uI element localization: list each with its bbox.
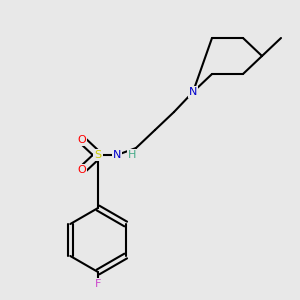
Text: S: S	[94, 150, 102, 160]
Text: F: F	[95, 279, 101, 289]
Text: O: O	[78, 165, 86, 175]
Text: N: N	[113, 150, 121, 160]
Text: O: O	[78, 135, 86, 145]
Text: H: H	[128, 150, 136, 160]
Text: N: N	[189, 87, 197, 97]
